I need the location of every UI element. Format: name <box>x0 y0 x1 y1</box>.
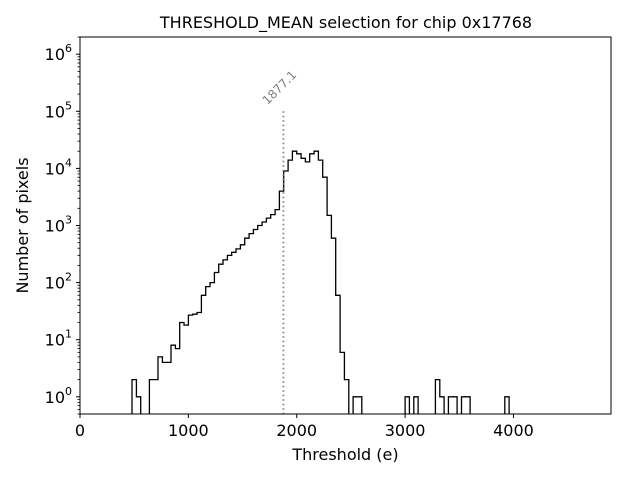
x-tick-label: 2000 <box>276 421 317 440</box>
y-tick-label: 105 <box>45 99 72 121</box>
x-tick-label: 4000 <box>493 421 534 440</box>
y-tick-label: 102 <box>45 271 72 293</box>
y-tick-label: 103 <box>45 214 72 236</box>
histogram-bins <box>132 151 509 397</box>
plot-area: 1877.1 <box>131 68 510 414</box>
y-tick-label: 100 <box>45 385 72 407</box>
y-tick-label: 106 <box>45 42 72 64</box>
x-tick-label: 3000 <box>385 421 426 440</box>
y-tick-label: 104 <box>45 156 72 178</box>
x-tick-label: 0 <box>75 421 85 440</box>
chart-title: THRESHOLD_MEAN selection for chip 0x1776… <box>159 13 532 33</box>
y-axis-label: Number of pixels <box>13 157 32 293</box>
x-axis: 0 1000 2000 3000 4000 <box>75 414 534 440</box>
mean-marker-label: 1877.1 <box>260 68 300 108</box>
y-axis: 100 101 102 103 104 105 106 <box>45 36 80 415</box>
x-axis-label: Threshold (e) <box>291 445 398 464</box>
x-tick-label: 1000 <box>168 421 209 440</box>
histogram-outline <box>131 150 510 414</box>
y-tick-label: 101 <box>45 328 72 350</box>
plot-frame <box>79 36 612 415</box>
